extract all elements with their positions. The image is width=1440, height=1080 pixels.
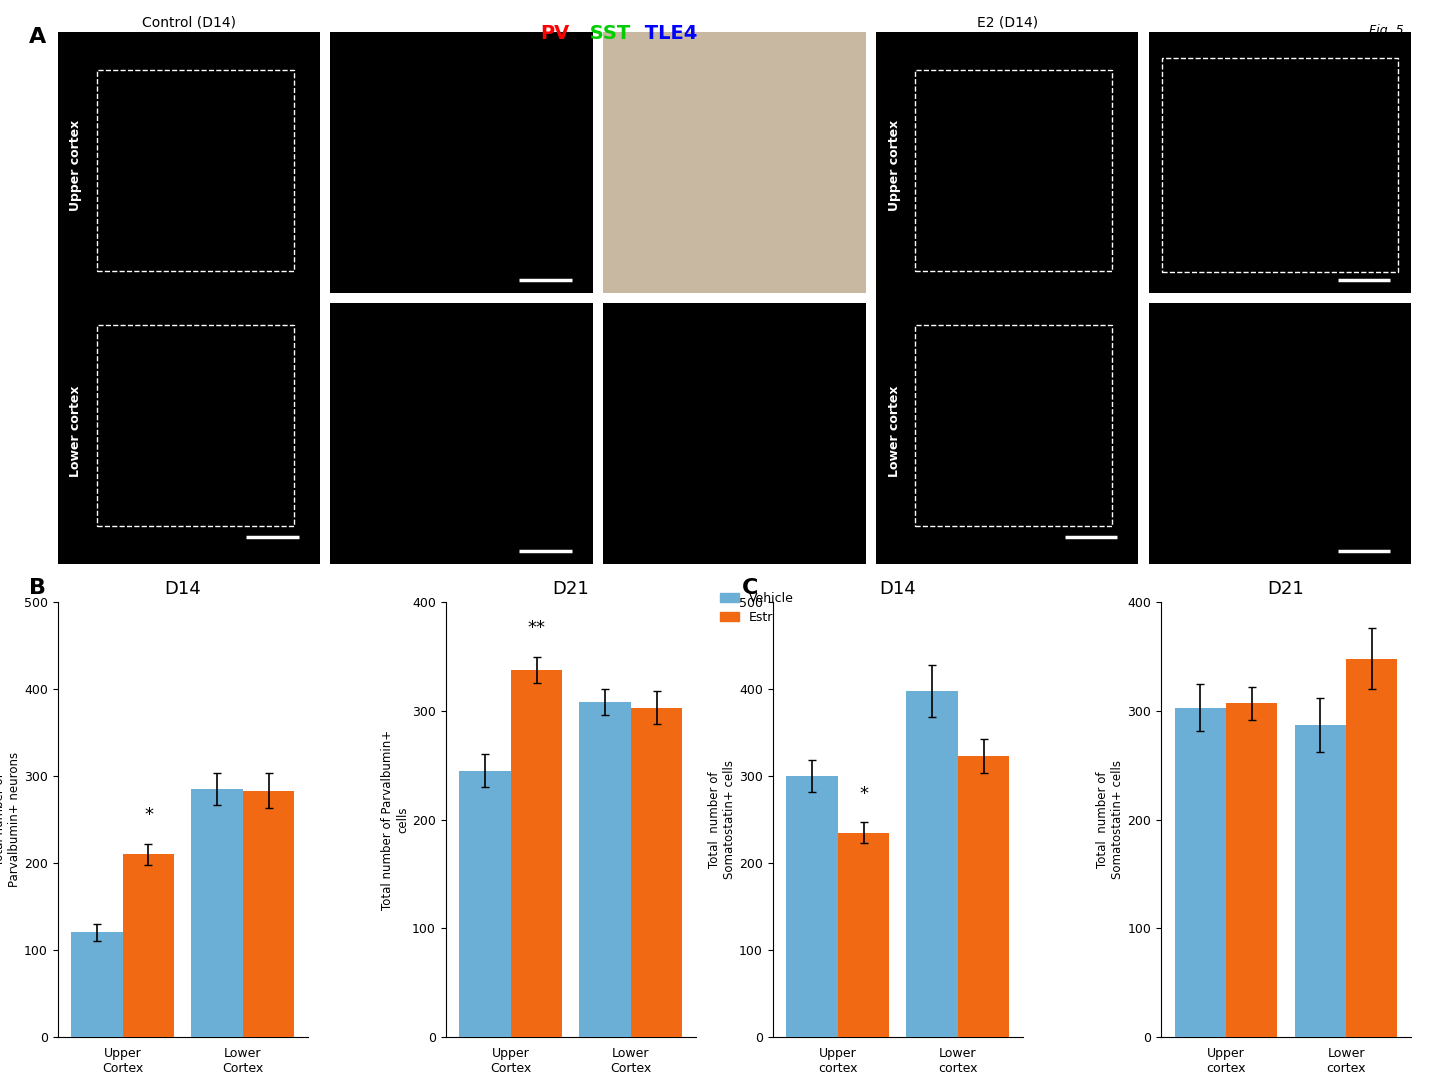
Text: Lower cortex: Lower cortex: [69, 386, 82, 476]
Bar: [786, 777, 838, 1037]
Bar: [511, 670, 563, 1037]
Text: **: **: [527, 619, 546, 637]
Text: Fig. 5: Fig. 5: [1369, 24, 1404, 37]
Bar: [838, 833, 890, 1037]
Bar: [122, 854, 174, 1037]
Y-axis label: Total number of Parvalbumin+
cells: Total number of Parvalbumin+ cells: [382, 729, 409, 909]
Legend: Vehicle, Estrogen: Vehicle, Estrogen: [714, 586, 809, 629]
Title: E2 (D14): E2 (D14): [976, 16, 1038, 30]
Text: C: C: [742, 578, 757, 598]
Bar: [1225, 703, 1277, 1037]
Text: *: *: [144, 807, 153, 824]
Bar: [1346, 659, 1397, 1037]
Text: Lower cortex: Lower cortex: [888, 386, 901, 476]
Y-axis label: Total number of
Parvalbumin+ neurons: Total number of Parvalbumin+ neurons: [0, 752, 22, 887]
Title: D21: D21: [1267, 580, 1305, 598]
Bar: [579, 702, 631, 1037]
Bar: [72, 932, 122, 1037]
Title: D14: D14: [164, 580, 202, 598]
Text: SST: SST: [583, 24, 631, 43]
Bar: [1295, 725, 1346, 1037]
Bar: [958, 756, 1009, 1037]
Bar: [459, 771, 511, 1037]
Bar: [906, 691, 958, 1037]
Text: TLE4: TLE4: [638, 24, 697, 43]
Text: B: B: [29, 578, 46, 598]
Y-axis label: Total  number of
Somatostatin+ cells: Total number of Somatostatin+ cells: [1096, 760, 1125, 879]
Bar: [243, 791, 294, 1037]
Title: D14: D14: [880, 580, 916, 598]
Bar: [631, 707, 683, 1037]
Bar: [192, 789, 243, 1037]
Text: Upper cortex: Upper cortex: [69, 120, 82, 211]
Text: Upper cortex: Upper cortex: [888, 120, 901, 211]
Bar: [1175, 707, 1225, 1037]
Text: A: A: [29, 27, 46, 48]
Title: Control (D14): Control (D14): [141, 16, 236, 30]
Text: *: *: [860, 784, 868, 802]
Y-axis label: Total  number of
Somatostatin+ cells: Total number of Somatostatin+ cells: [708, 760, 736, 879]
Text: PV: PV: [540, 24, 569, 43]
Title: D21: D21: [553, 580, 589, 598]
